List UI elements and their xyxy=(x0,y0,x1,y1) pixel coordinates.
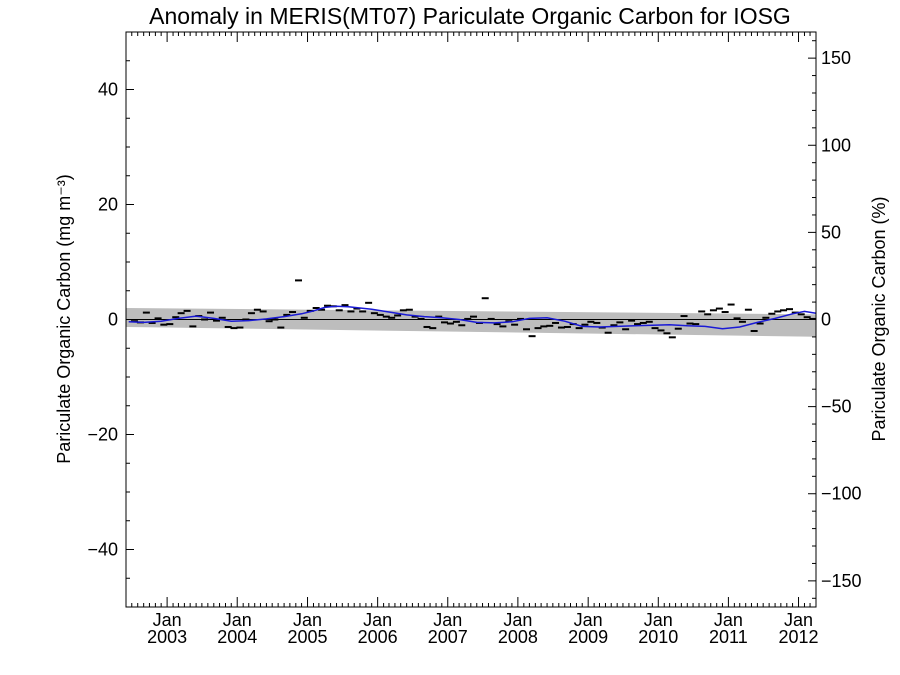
x-tick-month-label: Jan xyxy=(714,610,743,630)
x-tick-month-label: Jan xyxy=(644,610,673,630)
x-tick-month-label: Jan xyxy=(363,610,392,630)
x-tick-year-label: 2008 xyxy=(498,627,538,647)
right-tick-label: −100 xyxy=(821,484,862,504)
x-tick-month-label: Jan xyxy=(503,610,532,630)
left-tick-label: −20 xyxy=(87,425,118,445)
right-axis-title: Pariculate Organic Carbon (%) xyxy=(869,196,889,441)
left-axis-title: Pariculate Organic Carbon (mg m⁻³) xyxy=(54,174,74,464)
x-tick-year-label: 2010 xyxy=(638,627,678,647)
left-y-axis: −40 −20 0 20 40 xyxy=(87,31,134,608)
x-tick-year-label: 2003 xyxy=(147,627,187,647)
x-tick-month-label: Jan xyxy=(293,610,322,630)
right-tick-label: 0 xyxy=(821,310,831,330)
x-tick-month-label: Jan xyxy=(784,610,813,630)
smoothed-anomaly-series xyxy=(128,305,817,330)
x-tick-month-label: Jan xyxy=(433,610,462,630)
left-tick-label: 20 xyxy=(98,195,118,215)
right-tick-label: 100 xyxy=(821,135,851,155)
x-tick-month-label: Jan xyxy=(223,610,252,630)
right-tick-label: −50 xyxy=(821,397,852,417)
x-tick-year-label: 2006 xyxy=(358,627,398,647)
x-axis: Jan2003Jan2004Jan2005Jan2006Jan2007Jan20… xyxy=(125,32,819,647)
confidence-band-area xyxy=(126,308,816,337)
left-tick-label: 0 xyxy=(108,310,118,330)
left-tick-label: 40 xyxy=(98,80,118,100)
chart-title: Anomaly in MERIS(MT07) Pariculate Organi… xyxy=(149,3,791,29)
x-tick-year-label: 2012 xyxy=(778,627,818,647)
confidence-band xyxy=(126,308,816,337)
x-tick-year-label: 2007 xyxy=(428,627,468,647)
right-tick-label: 50 xyxy=(821,222,841,242)
x-tick-year-label: 2011 xyxy=(709,627,748,647)
right-y-axis: −150 −100 −50 0 50 100 150 xyxy=(808,40,862,599)
x-tick-year-label: 2009 xyxy=(568,627,608,647)
left-tick-label: −40 xyxy=(87,540,118,560)
x-tick-year-label: 2004 xyxy=(217,627,257,647)
right-tick-label: −150 xyxy=(821,571,862,591)
smoothed-line xyxy=(128,305,817,330)
x-tick-year-label: 2005 xyxy=(288,627,328,647)
x-tick-month-label: Jan xyxy=(153,610,182,630)
x-tick-month-label: Jan xyxy=(574,610,603,630)
right-tick-label: 150 xyxy=(821,48,851,68)
